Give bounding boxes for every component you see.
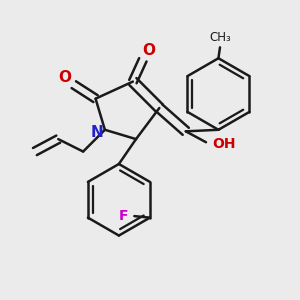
Text: OH: OH xyxy=(212,137,236,151)
Text: O: O xyxy=(58,70,71,85)
Text: CH₃: CH₃ xyxy=(209,31,231,44)
Text: O: O xyxy=(142,43,155,58)
Text: F: F xyxy=(118,209,128,223)
Text: N: N xyxy=(91,125,103,140)
